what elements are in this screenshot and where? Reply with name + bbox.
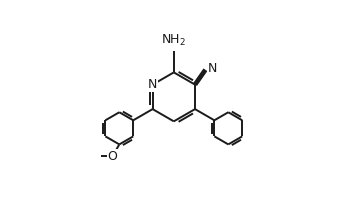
Text: O: O (108, 150, 117, 163)
Text: N: N (208, 62, 217, 75)
Text: NH$_2$: NH$_2$ (161, 33, 186, 48)
Text: N: N (148, 78, 157, 91)
